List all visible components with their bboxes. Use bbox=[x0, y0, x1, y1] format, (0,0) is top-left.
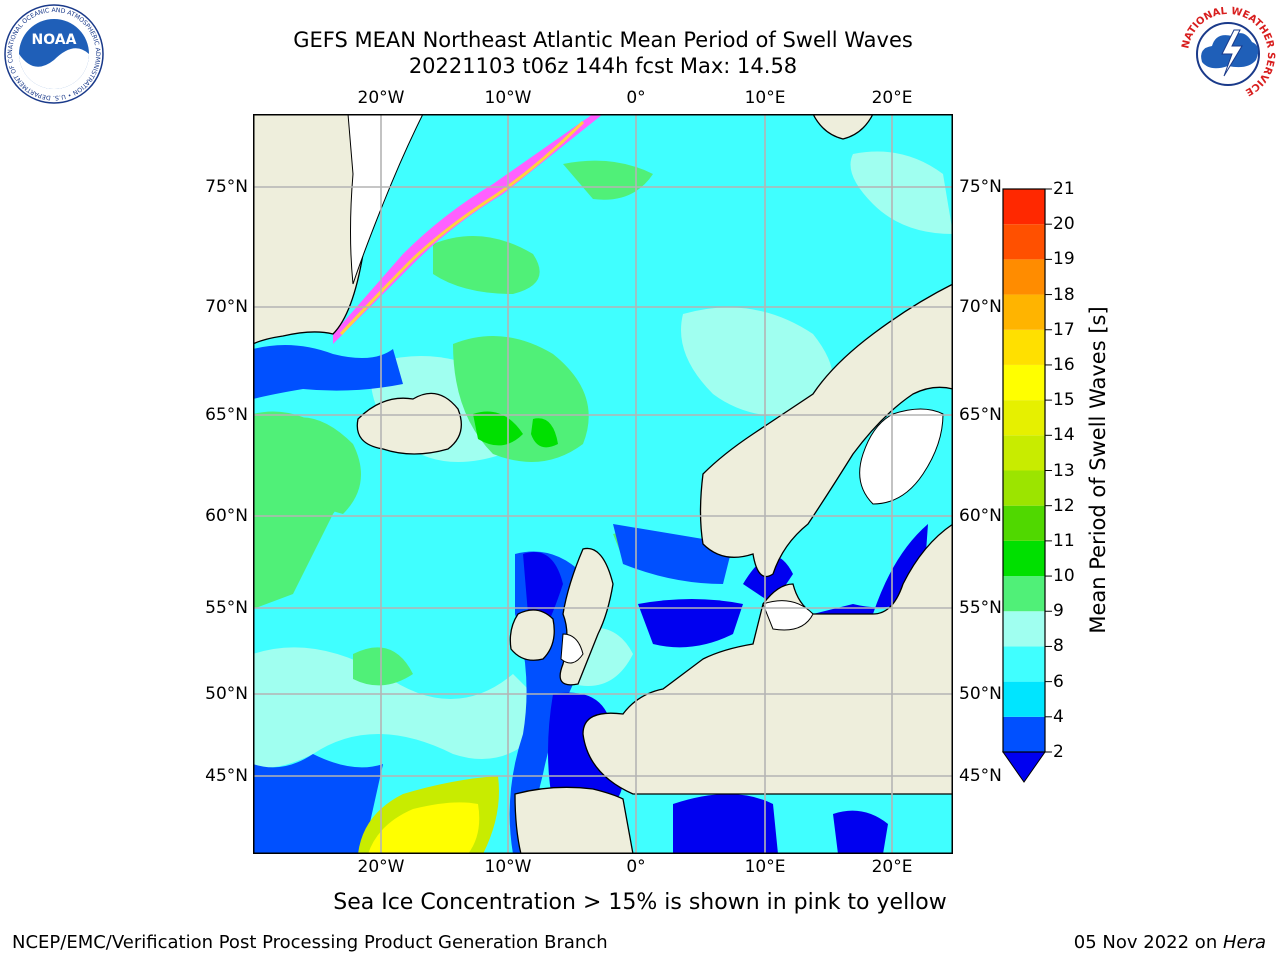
iberia bbox=[514, 786, 634, 854]
colorbar-tick-label: 15 bbox=[1053, 390, 1075, 411]
machine-name: Hera bbox=[1222, 932, 1266, 953]
colorbar-tick-label: 11 bbox=[1053, 530, 1075, 551]
lon-label-top: 20°W bbox=[357, 88, 405, 108]
colorbar-tick-label: 16 bbox=[1053, 354, 1075, 375]
colorbar-segment bbox=[1003, 681, 1045, 717]
lat-label-right: 60°N bbox=[959, 506, 1002, 526]
colorbar-tick-label: 10 bbox=[1053, 566, 1075, 587]
generation-date: 05 Nov 2022 on Hera bbox=[1073, 932, 1266, 953]
colorbar-tick-label: 18 bbox=[1053, 284, 1075, 305]
colorbar-tick-label: 19 bbox=[1053, 249, 1075, 270]
ireland bbox=[509, 609, 555, 661]
lon-label-bottom: 0° bbox=[626, 857, 646, 877]
lon-label-bottom: 20°E bbox=[871, 857, 913, 877]
colorbar-segment bbox=[1003, 224, 1045, 260]
colorbar-tick-label: 20 bbox=[1053, 214, 1075, 235]
colorbar-segment bbox=[1003, 259, 1045, 295]
swell-zone-14-15 bbox=[368, 802, 480, 854]
sea-ice-edge-inner bbox=[339, 120, 585, 336]
colorbar-tick-label: 13 bbox=[1053, 460, 1075, 481]
lat-label-left: 55°N bbox=[205, 598, 248, 618]
lat-label-left: 70°N bbox=[205, 297, 248, 317]
noaa-logo: NATIONAL OCEANIC AND ATMOSPHERIC ADMINIS… bbox=[4, 4, 104, 104]
land-masses bbox=[253, 114, 953, 854]
colorbar-segment bbox=[1003, 189, 1045, 225]
map-subtitle: 20221103 t06z 144h fcst Max: 14.58 bbox=[408, 54, 798, 78]
colorbar-tick-label: 12 bbox=[1053, 495, 1075, 516]
colorbar-segment bbox=[1003, 505, 1045, 541]
svalbard bbox=[812, 114, 874, 140]
colorbar-tick-label: 17 bbox=[1053, 319, 1075, 340]
colorbar-segment bbox=[1003, 364, 1045, 401]
colorbar-segment bbox=[1003, 611, 1045, 647]
colorbar-tick-label: 9 bbox=[1053, 601, 1064, 622]
colorbar-extend-arrow bbox=[1002, 751, 1046, 783]
swell-period-map bbox=[253, 114, 953, 854]
lon-label-bottom: 20°W bbox=[357, 857, 405, 877]
lat-label-left: 45°N bbox=[205, 766, 248, 786]
lon-label-top: 10°E bbox=[744, 88, 786, 108]
sea-ice-footnote: Sea Ice Concentration > 15% is shown in … bbox=[333, 890, 947, 915]
iceland bbox=[356, 392, 462, 455]
lon-label-bottom: 10°E bbox=[744, 857, 786, 877]
colorbar-segment bbox=[1003, 329, 1045, 365]
lat-label-right: 70°N bbox=[959, 297, 1002, 317]
colorbar-segment bbox=[1003, 646, 1045, 682]
producer-credit: NCEP/EMC/Verification Post Processing Pr… bbox=[12, 932, 608, 953]
colorbar-segment bbox=[1003, 540, 1045, 577]
lat-label-left: 60°N bbox=[205, 506, 248, 526]
svg-text:NOAA: NOAA bbox=[32, 32, 77, 48]
colorbar-tick-label: 2 bbox=[1053, 742, 1064, 762]
masked-greenland-coast bbox=[347, 114, 424, 285]
colorbar-label: Mean Period of Swell Waves [s] bbox=[1086, 306, 1110, 634]
swell-zone-10-11 bbox=[473, 411, 558, 448]
lat-label-right: 65°N bbox=[959, 405, 1002, 425]
colorbar-segment bbox=[1003, 435, 1045, 471]
lat-label-left: 65°N bbox=[205, 405, 248, 425]
nws-logo: NATIONAL WEATHER SERVICE bbox=[1179, 5, 1277, 103]
colorbar-tick-label: 6 bbox=[1053, 671, 1064, 692]
lat-label-right: 45°N bbox=[959, 766, 1002, 786]
colorbar-segment bbox=[1003, 576, 1045, 612]
colorbar-segment bbox=[1003, 294, 1045, 330]
lat-label-left: 75°N bbox=[205, 177, 248, 197]
lon-label-top: 0° bbox=[626, 88, 646, 108]
map-border bbox=[253, 114, 953, 854]
lon-label-bottom: 10°W bbox=[484, 857, 532, 877]
graticule bbox=[253, 114, 953, 854]
colorbar bbox=[1002, 188, 1052, 783]
masked-irish-sea bbox=[560, 633, 584, 664]
masked-areas bbox=[347, 114, 944, 664]
europe-scandinavia bbox=[582, 283, 953, 795]
colorbar-segment bbox=[1003, 470, 1045, 506]
masked-gulf-of-bothnia bbox=[859, 408, 944, 505]
lat-label-left: 50°N bbox=[205, 684, 248, 704]
lon-label-top: 10°W bbox=[484, 88, 532, 108]
colorbar-tick-label: 4 bbox=[1053, 706, 1064, 727]
colorbar-segment bbox=[1003, 400, 1045, 436]
colorbar-segment bbox=[1003, 716, 1045, 752]
lat-label-right: 50°N bbox=[959, 684, 1002, 704]
lat-label-right: 75°N bbox=[959, 177, 1002, 197]
lat-label-right: 55°N bbox=[959, 598, 1002, 618]
lon-label-top: 20°E bbox=[871, 88, 913, 108]
map-title: GEFS MEAN Northeast Atlantic Mean Period… bbox=[293, 28, 913, 52]
colorbar-tick-label: 14 bbox=[1053, 425, 1075, 446]
colorbar-tick-label: 21 bbox=[1053, 179, 1075, 199]
colorbar-tick-label: 8 bbox=[1053, 636, 1064, 657]
